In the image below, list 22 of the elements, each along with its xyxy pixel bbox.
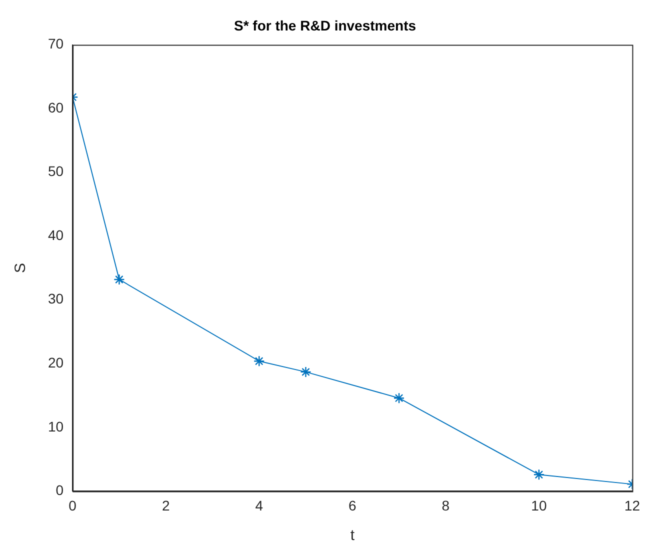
y-tick-label: 40 bbox=[48, 226, 64, 243]
y-tick-label: 10 bbox=[48, 418, 64, 434]
x-tick-label: 4 bbox=[255, 497, 264, 514]
y-tick-label: 0 bbox=[56, 482, 64, 498]
y-axis-title: S bbox=[12, 262, 30, 274]
y-tick-label: 20 bbox=[48, 354, 64, 371]
point bbox=[300, 366, 312, 378]
x-axis-title: t bbox=[350, 527, 356, 544]
x-tick-label: 12 bbox=[624, 497, 640, 514]
y-tick-label: 60 bbox=[48, 99, 64, 116]
chart-title: S* for the R&D investments bbox=[234, 17, 416, 34]
x-tick-label: 6 bbox=[348, 497, 356, 514]
x-tick-label: 0 bbox=[68, 497, 77, 514]
point bbox=[114, 274, 125, 286]
x-tick-label: 10 bbox=[531, 497, 547, 514]
x-tick-label: 2 bbox=[162, 497, 170, 514]
y-tick-label: 50 bbox=[48, 163, 64, 180]
y-tick-label: 30 bbox=[48, 290, 64, 307]
x-tick-label: 8 bbox=[442, 497, 450, 514]
point bbox=[393, 392, 405, 404]
y-tick-label: 70 bbox=[48, 36, 64, 52]
point bbox=[254, 356, 265, 367]
